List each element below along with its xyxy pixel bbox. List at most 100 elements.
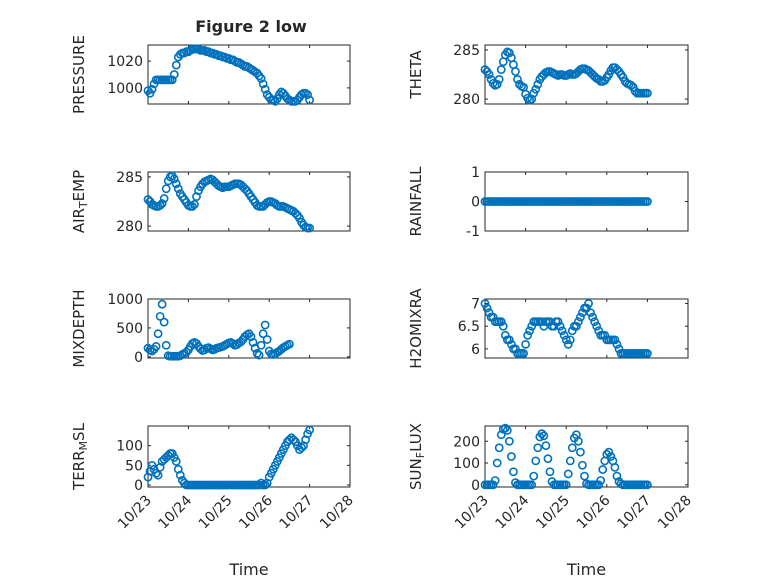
data-point [254,350,264,360]
data-point [567,443,577,453]
data-point [488,480,498,490]
data-point [155,201,165,210]
data-point [305,95,314,105]
data-point [488,78,498,88]
data-point [588,312,597,322]
data-point [228,339,238,348]
data-point [498,321,508,331]
axes-box [147,171,351,232]
data-point [496,65,506,74]
y-axis-label: THETA [407,50,425,100]
data-point [196,344,205,354]
x-tick-label: 10/26 [236,492,276,532]
series-markers [143,299,294,361]
data-point [284,339,294,349]
data-point [500,423,510,433]
y-tick-label: 0 [471,195,480,211]
data-point [256,74,266,83]
data-point [604,447,614,457]
subplot-h2omixra: 6 6.5 7 H2OMIXRA [407,288,689,369]
data-point [573,317,583,327]
data-point [169,174,179,184]
data-point [537,429,547,439]
data-point [513,75,522,84]
data-point [606,452,616,461]
y-tick-label: 7 [471,297,480,313]
y-tick-label: 50 [125,458,143,474]
data-point [596,476,606,485]
data-point [531,456,541,466]
y-tick-label: -1 [466,224,480,240]
data-point [561,480,571,490]
data-point [523,330,533,340]
data-point [494,75,504,84]
series-markers [480,299,652,358]
axes-box [484,425,689,488]
data-point [506,452,516,461]
x-tick-label: 10/24 [155,492,195,532]
data-point [504,335,514,345]
data-point [492,458,502,468]
subplot-pressure: 1000 1020 PRESSURE [70,35,351,114]
y-tick-label: 285 [453,43,480,59]
data-point [565,456,575,466]
data-point [545,467,555,477]
y-tick-label: 6.5 [458,319,480,335]
data-point [155,311,165,321]
data-point [557,326,567,336]
data-point [151,468,161,478]
subplot-theta: 280 285 THETA [407,43,689,108]
data-point [153,329,163,339]
x-tick-label: 10/23 [115,493,155,533]
data-point [260,480,270,490]
x-tick-label: 10/27 [277,493,317,533]
data-point [576,312,585,322]
data-point [258,329,268,339]
data-point [586,308,595,318]
data-point [543,454,553,464]
x-axis-label: Time [566,560,606,579]
figure-title: Figure 2 low [195,17,307,36]
subplot-terr-msl: 0 50 100 TERRMSL 10/23 10/24 10/25 10/26 10/27 10… [70,422,357,579]
x-tick-label: 10/24 [493,492,533,532]
series-markers [480,197,652,206]
subplot-rainfall: -1 0 1 RAINFALL [407,165,689,240]
data-point [519,349,528,358]
data-point [161,184,171,194]
y-tick-label: 100 [116,439,143,455]
data-point [171,60,181,70]
y-tick-label: 1020 [107,54,143,70]
data-point [496,317,506,327]
data-point [610,462,620,472]
data-point [171,179,181,189]
series-markers [480,47,652,105]
data-point [537,317,547,327]
y-tick-label: 500 [116,321,143,337]
data-point [260,320,270,330]
axes-box [484,298,689,359]
data-point [305,223,314,233]
y-tick-label: 200 [453,434,480,450]
data-point [555,321,565,331]
data-point [612,339,622,349]
x-tick-label: 10/27 [614,493,654,533]
data-point [541,441,551,451]
data-point [563,469,573,479]
data-point [643,197,652,206]
y-axis-label: H2OMIXRA [407,288,425,369]
series-markers [143,44,314,106]
x-tick-label: 10/26 [574,492,614,532]
data-point [167,75,177,85]
data-point [157,199,167,208]
data-point [173,184,183,194]
y-tick-label: 1000 [107,292,143,308]
data-point [573,436,583,446]
data-point [563,339,573,349]
data-point [171,457,181,466]
data-point [612,471,622,481]
data-point [151,342,161,351]
axes-box [147,298,351,359]
subplot-mixdepth: 0 500 1000 MIXDEPTH [70,289,351,368]
data-point [504,48,514,58]
